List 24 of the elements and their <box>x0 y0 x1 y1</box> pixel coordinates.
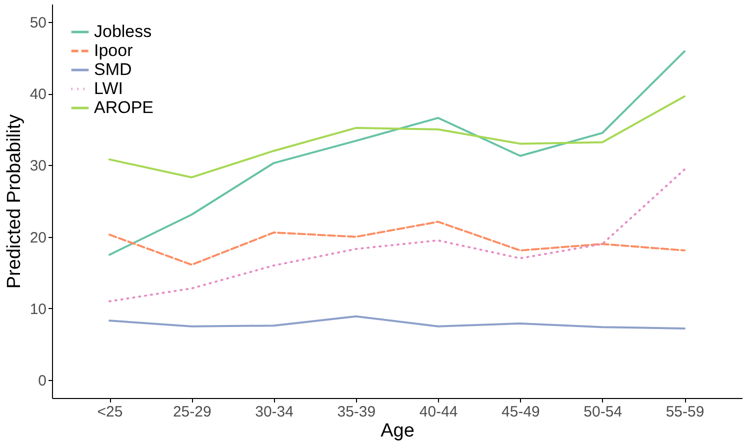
legend-label: LWI <box>94 79 123 98</box>
y-tick-label: 30 <box>30 158 46 175</box>
x-tick-label: 30-34 <box>255 404 294 420</box>
y-tick-label: 0 <box>38 372 46 390</box>
x-tick-label: 40-44 <box>419 404 458 420</box>
x-tick-label: 45-49 <box>502 404 540 420</box>
line-series <box>108 220 686 266</box>
legend-label: Ipoor <box>94 41 134 60</box>
legend-label: AROPE <box>94 98 154 117</box>
legend-label: SMD <box>94 60 132 79</box>
legend-label: Jobless <box>94 22 152 41</box>
y-tick-label: 10 <box>30 300 46 318</box>
y-axis-title: Predicted Probability <box>4 114 25 289</box>
x-tick-label: <25 <box>97 404 123 420</box>
x-tick-label: 25-29 <box>172 404 212 420</box>
line-series <box>108 315 686 330</box>
x-tick-label: 35-39 <box>337 404 376 420</box>
x-axis-title: Age <box>380 420 414 442</box>
y-tick-label: 50 <box>30 14 46 32</box>
x-tick-label: 55-59 <box>666 404 704 420</box>
y-tick-label: 40 <box>30 86 46 104</box>
x-tick-label: 50-54 <box>584 404 622 420</box>
y-tick-label: 20 <box>30 229 46 246</box>
line-series <box>108 168 686 302</box>
